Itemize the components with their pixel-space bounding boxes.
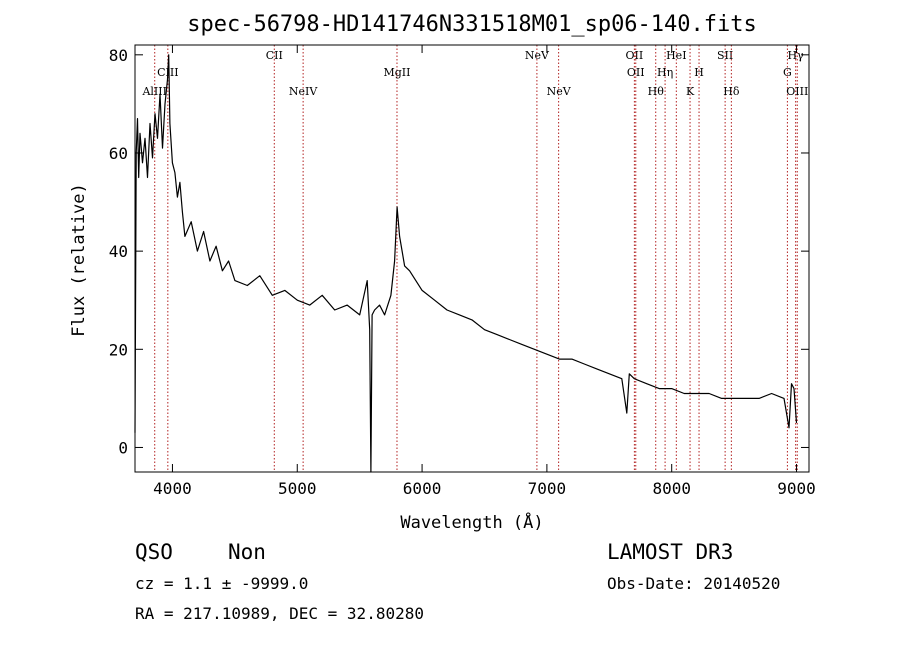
x-axis-label: Wavelength (Å) bbox=[400, 511, 543, 533]
object-class: QSO bbox=[135, 540, 173, 564]
series-line-flux bbox=[134, 54, 798, 473]
y-axis-label: Flux (relative) bbox=[69, 183, 89, 337]
chart-title: spec-56798-HD141746N331518M01_sp06-140.f… bbox=[187, 12, 757, 37]
line-marker-label: Hγ bbox=[788, 49, 805, 62]
line-marker-label: OII bbox=[627, 66, 645, 79]
plot-frame bbox=[134, 44, 810, 473]
y-tick-label: 0 bbox=[118, 438, 128, 457]
series-layer bbox=[134, 54, 798, 473]
line-marker-label: Hθ bbox=[648, 85, 665, 98]
line-marker-label: NeV bbox=[525, 49, 550, 62]
ra-dec: RA = 217.10989, DEC = 32.80280 bbox=[135, 604, 424, 623]
y-tick-label: 80 bbox=[109, 46, 128, 65]
line-marker-label: CII bbox=[266, 49, 283, 62]
obs-date: Obs-Date: 20140520 bbox=[607, 574, 780, 593]
line-marker-label: AlIII bbox=[141, 85, 167, 98]
y-tick-label: 40 bbox=[109, 242, 128, 261]
line-marker-label: HeI bbox=[666, 49, 686, 62]
redshift-cz: cz = 1.1 ± -9999.0 bbox=[135, 574, 308, 593]
object-subclass: Non bbox=[228, 540, 266, 564]
y-tick-label: 20 bbox=[109, 340, 128, 359]
line-marker-label: MgII bbox=[383, 66, 410, 79]
axis-ticks: 4000 5000 6000 7000 8000 9000 0 20 40 60 80 bbox=[109, 45, 816, 498]
line-marker-label: G bbox=[783, 66, 792, 79]
survey-name: LAMOST DR3 bbox=[607, 540, 733, 564]
y-tick-label: 60 bbox=[109, 144, 128, 163]
line-marker-label: NeIV bbox=[289, 85, 318, 98]
line-marker-label: Hδ bbox=[723, 85, 740, 98]
x-tick-label: 9000 bbox=[777, 479, 816, 498]
x-tick-label: 7000 bbox=[528, 479, 567, 498]
line-marker-label: SII bbox=[717, 49, 733, 62]
line-markers: AlIIICIIICIINeIVMgIINeVNeVOIIOIIHθHηHeIK… bbox=[141, 45, 808, 472]
line-marker-label: OII bbox=[626, 49, 644, 62]
line-marker-label: H bbox=[694, 66, 704, 79]
x-tick-label: 5000 bbox=[278, 479, 317, 498]
line-marker-label: NeV bbox=[547, 85, 572, 98]
line-marker-label: OIII bbox=[786, 85, 808, 98]
x-tick-label: 8000 bbox=[652, 479, 691, 498]
x-tick-label: 4000 bbox=[153, 479, 192, 498]
line-marker-label: K bbox=[686, 85, 695, 98]
line-marker-label: Hη bbox=[657, 66, 673, 79]
x-tick-label: 6000 bbox=[403, 479, 442, 498]
